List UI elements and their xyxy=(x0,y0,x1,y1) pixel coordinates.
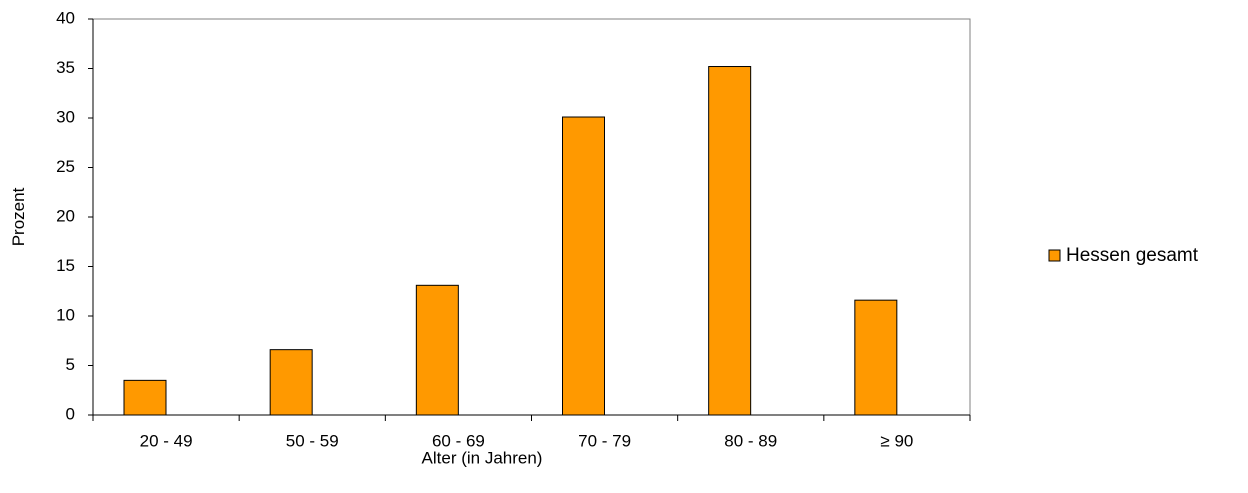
y-tick-label: 35 xyxy=(56,58,75,77)
x-tick-label: ≥ 90 xyxy=(880,431,913,450)
y-tick-label: 5 xyxy=(66,355,75,374)
legend-swatch xyxy=(1048,249,1061,262)
bar xyxy=(562,116,605,416)
legend-label: Hessen gesamt xyxy=(1066,245,1199,266)
x-axis-title: Alter (in Jahren) xyxy=(422,448,543,467)
bar xyxy=(708,66,752,416)
y-axis-title: Prozent xyxy=(9,187,28,246)
plot-area xyxy=(92,18,971,416)
y-axis: 0 5 10 15 20 25 30 35 40 xyxy=(56,8,94,423)
bar xyxy=(415,284,459,416)
y-tick-label: 20 xyxy=(56,206,75,225)
y-tick-label: 40 xyxy=(56,8,75,27)
x-tick-label: 80 - 89 xyxy=(724,431,777,450)
bars xyxy=(123,66,898,416)
bar xyxy=(854,299,898,416)
x-tick-label: 20 - 49 xyxy=(140,431,193,450)
y-tick-label: 15 xyxy=(56,256,75,275)
bar xyxy=(123,379,167,416)
legend: Hessen gesamt xyxy=(1048,245,1199,266)
y-tick-label: 0 xyxy=(66,404,75,423)
y-tick-label: 10 xyxy=(56,305,75,324)
x-axis: 20 - 49 50 - 59 60 - 69 70 - 79 80 - 89 ≥ 90 xyxy=(92,414,971,450)
x-tick-label: 60 - 69 xyxy=(432,431,485,450)
y-tick-label: 30 xyxy=(56,107,75,126)
x-tick-label: 50 - 59 xyxy=(286,431,339,450)
y-tick-label: 25 xyxy=(56,157,75,176)
bar xyxy=(269,349,313,416)
x-tick-label: 70 - 79 xyxy=(578,431,631,450)
